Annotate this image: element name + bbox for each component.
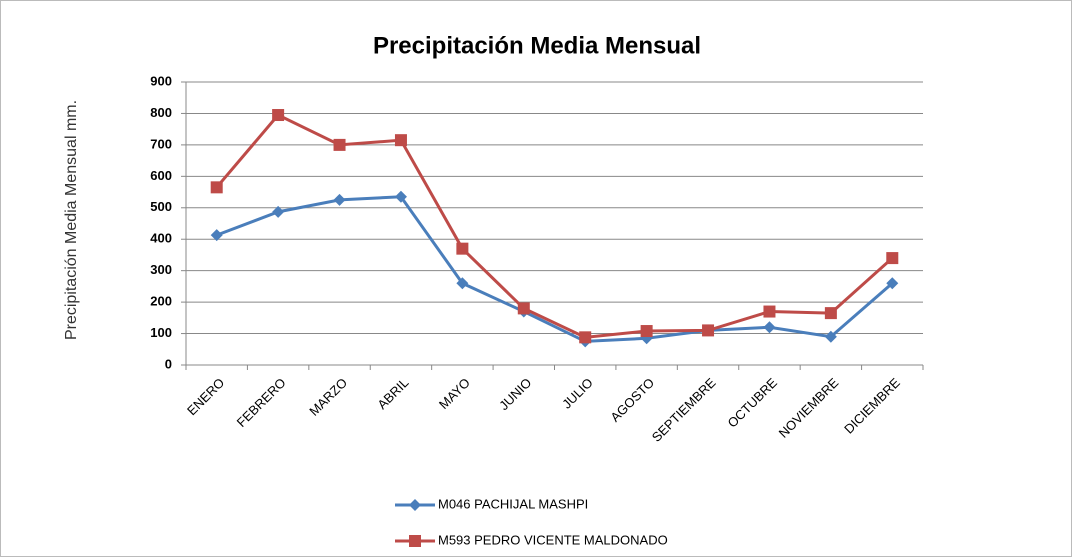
y-tick-label: 0 [165, 356, 172, 371]
point [394, 134, 407, 147]
point [640, 325, 653, 338]
point [456, 277, 469, 290]
y-tick-label: 900 [150, 73, 172, 88]
y-tick-label: 300 [150, 262, 172, 277]
point [210, 181, 223, 194]
point [702, 324, 715, 337]
point [272, 205, 285, 218]
point [886, 277, 899, 290]
point [333, 193, 346, 206]
chart-title: Precipitación Media Mensual [373, 32, 701, 59]
y-tick-label: 200 [150, 294, 172, 309]
point [824, 307, 837, 320]
point [272, 109, 285, 122]
point [763, 321, 776, 334]
point [456, 242, 469, 255]
point [763, 305, 776, 318]
y-tick-label: 100 [150, 325, 172, 340]
y-tick-label: 700 [150, 136, 172, 151]
y-tick-label: 500 [150, 199, 172, 214]
point [210, 229, 223, 242]
point [517, 302, 530, 315]
point [886, 252, 899, 265]
y-tick-label: 400 [150, 231, 172, 246]
y-tick-label: 800 [150, 105, 172, 120]
point [394, 190, 407, 203]
y-axis-label: Precipitación Media Mensual mm. [63, 100, 80, 340]
series-line [215, 113, 894, 339]
series-line [216, 195, 894, 343]
legend-label: M046 PACHIJAL MASHPI [438, 496, 588, 511]
legend-marker [409, 535, 421, 547]
point [824, 330, 837, 343]
point [579, 331, 592, 344]
point [333, 138, 346, 151]
y-tick-label: 600 [150, 168, 172, 183]
legend-label: M593 PEDRO VICENTE MALDONADO [438, 532, 668, 547]
legend-marker [409, 499, 421, 511]
